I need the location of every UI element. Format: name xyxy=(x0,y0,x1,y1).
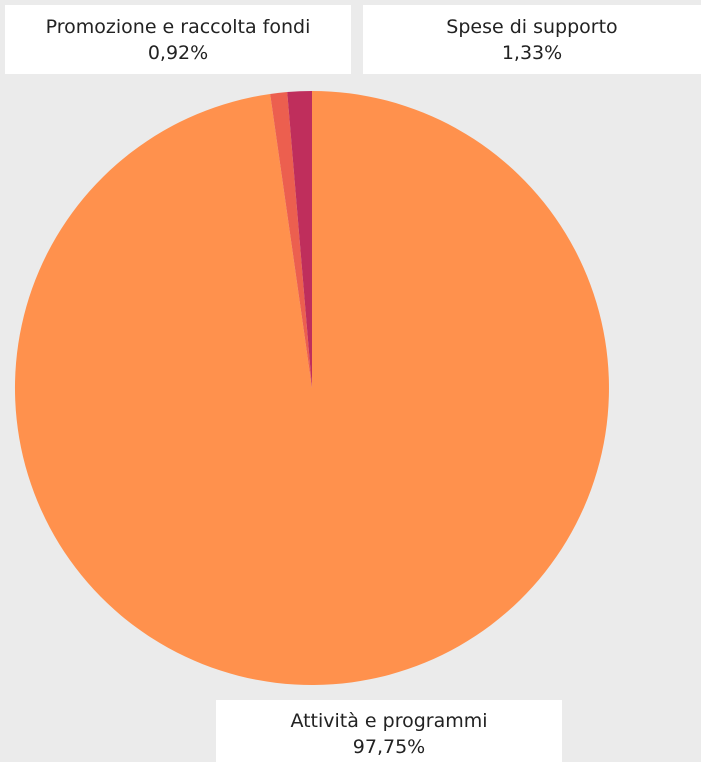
pie-slice-promozione xyxy=(270,92,312,388)
slice-label-spese-name: Spese di supporto xyxy=(446,16,618,38)
pie-slice-attivita xyxy=(14,91,609,685)
slice-label-promozione-value: 0,92% xyxy=(147,42,209,64)
slice-label-attivita-value: 97,75% xyxy=(352,736,426,758)
slice-label-attivita-name: Attività e programmi xyxy=(290,710,488,732)
slice-label-attivita: Attività e programmi 97,75% xyxy=(216,700,562,762)
slice-label-promozione-name: Promozione e raccolta fondi xyxy=(45,16,311,38)
slice-label-spese: Spese di supporto 1,33% xyxy=(363,5,701,74)
pie-slice-spese xyxy=(287,91,312,388)
slice-label-promozione: Promozione e raccolta fondi 0,92% xyxy=(5,5,351,74)
slice-label-spese-value: 1,33% xyxy=(501,42,563,64)
